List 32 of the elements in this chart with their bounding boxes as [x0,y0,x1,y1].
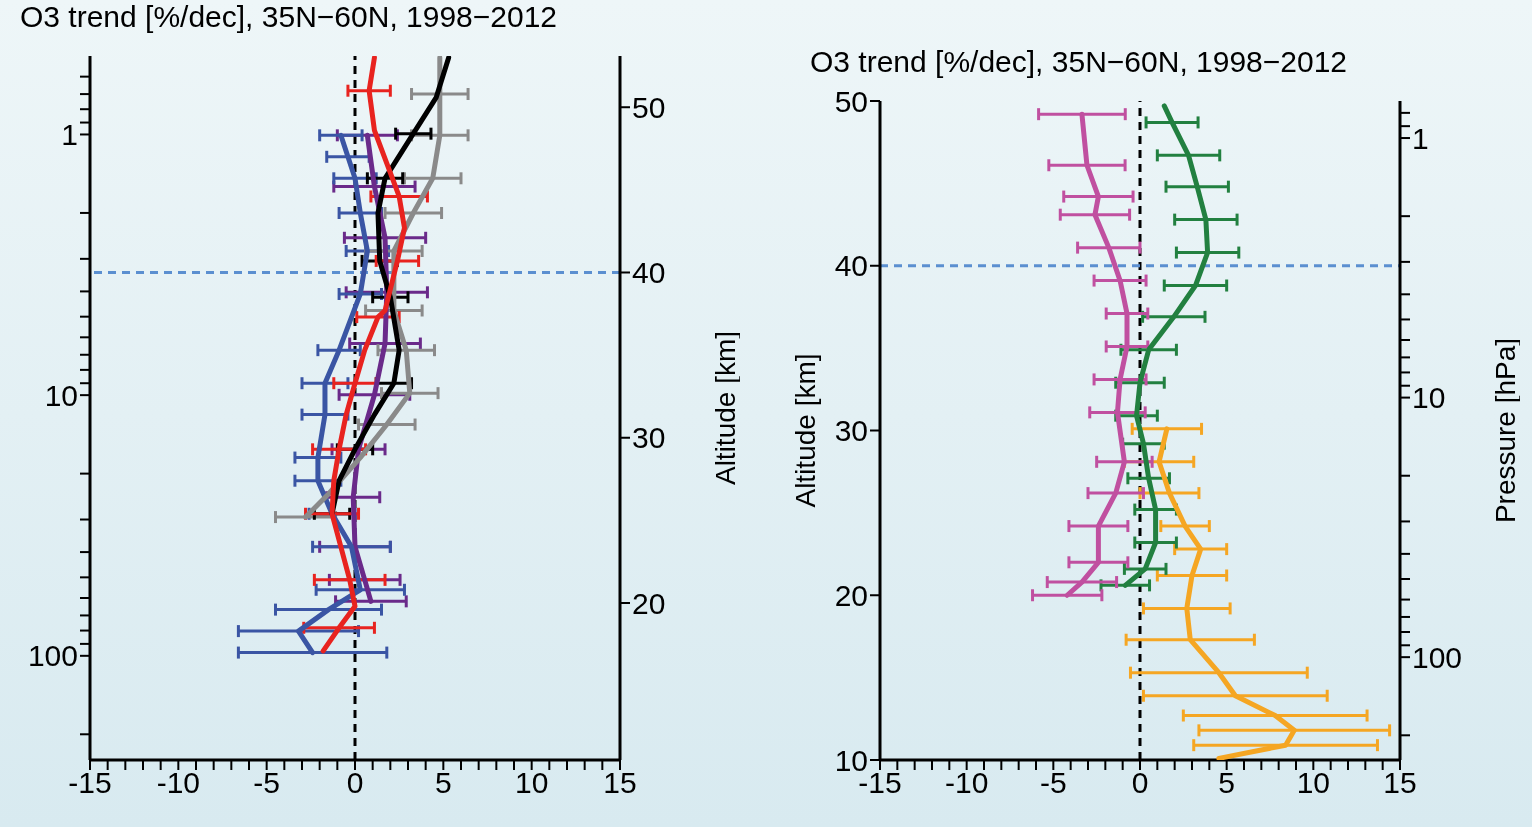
chart-title: O3 trend [%/dec], 35N−60N, 1998−2012 [19,0,559,35]
y2-tick-label: 1 [1412,121,1429,155]
y-tick-label: 20 [834,578,868,612]
y2-tick-label: 30 [632,421,666,455]
y-tick-label: 30 [834,414,868,448]
x-tick-label: -10 [944,766,989,800]
y-tick-label: 10 [44,378,78,412]
y-axis-title: Altitude [km] [789,353,821,508]
x-tick-label: 0 [346,766,364,800]
x-tick-label: -5 [253,766,281,800]
y-tick-label: 40 [834,249,868,283]
x-tick-label: 0 [1131,766,1149,800]
x-tick-label: 10 [514,766,549,800]
y2-tick-label: 40 [632,256,666,290]
y-tick-label: 1 [61,118,78,152]
y2-tick-label: 100 [1412,640,1463,674]
x-tick-label: 15 [603,766,637,800]
x-tick-label: -15 [68,766,112,800]
y2-axis-title: Altitude [km] [709,330,741,486]
y-tick-label: 100 [27,639,78,673]
y2-tick-label: 20 [632,586,666,620]
y2-axis-title: Pressure [hPa] [1489,337,1521,524]
x-tick-label: 5 [1218,766,1236,800]
x-tick-label: 15 [1383,766,1417,800]
x-tick-label: -5 [1039,766,1067,800]
y2-tick-label: 50 [632,90,666,124]
y2-tick-label: 10 [1412,381,1446,415]
x-tick-label: 5 [434,766,452,800]
x-tick-label: 10 [1296,766,1331,800]
y-tick-label: 50 [834,84,868,118]
x-tick-label: -10 [156,766,201,800]
chart-title: O3 trend [%/dec], 35N−60N, 1998−2012 [809,45,1349,80]
